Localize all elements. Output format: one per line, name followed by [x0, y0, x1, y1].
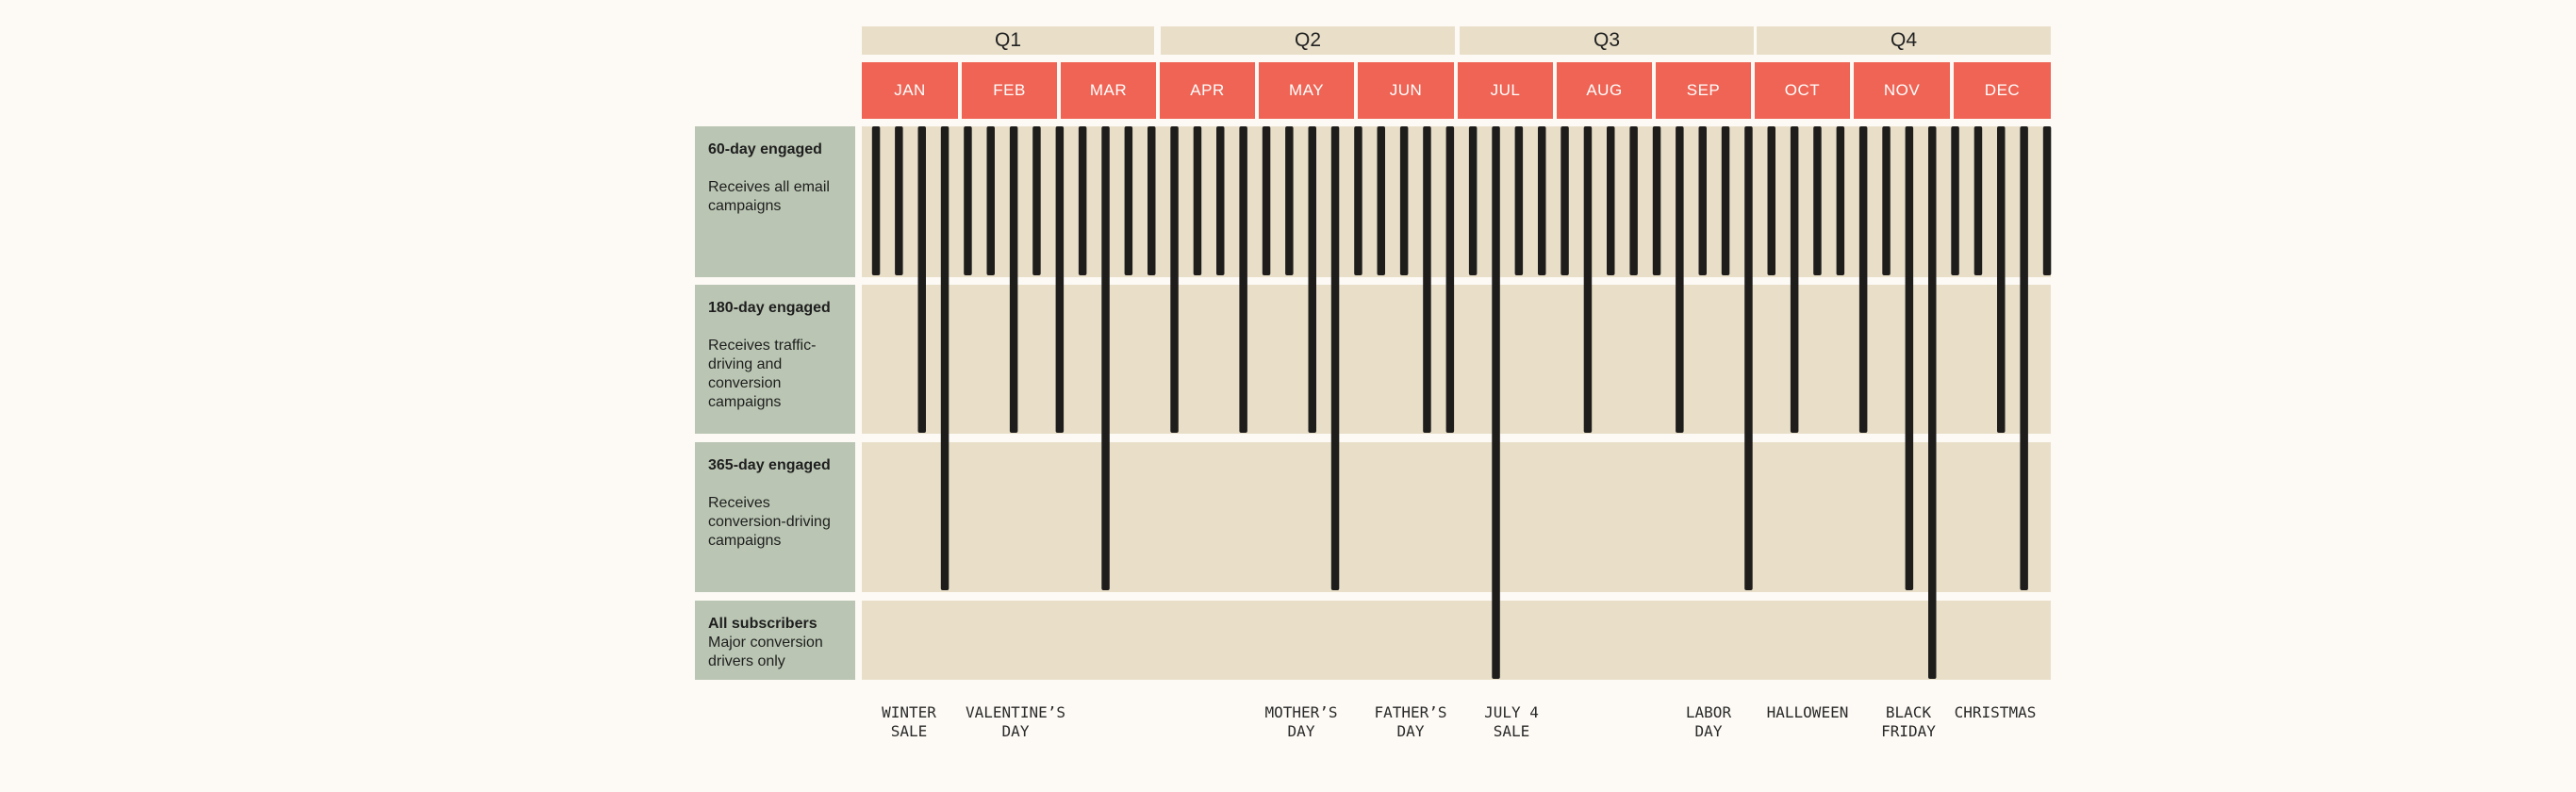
campaign-bar: [871, 126, 881, 275]
campaign-bar: [1583, 126, 1593, 433]
campaign-bar: [1882, 126, 1891, 275]
campaign-bar: [1721, 126, 1730, 275]
campaign-bar: [1170, 126, 1179, 433]
campaign-bar: [1492, 126, 1500, 679]
campaign-bar: [1698, 126, 1707, 275]
quarter-header-q2: Q2: [1161, 26, 1455, 55]
segment-title: 180-day engaged: [708, 300, 831, 316]
campaign-bar: [1308, 126, 1316, 433]
campaign-bar: [1330, 126, 1340, 590]
campaign-bar: [1032, 126, 1041, 275]
campaign-bar: [1951, 126, 1959, 275]
month-header-jan: JAN: [862, 62, 958, 119]
campaign-bar: [1285, 126, 1294, 275]
campaign-bar: [1423, 126, 1431, 433]
campaign-bar: [1607, 126, 1615, 275]
holiday-label-valentines-day: VALENTINE’S DAY: [966, 703, 1065, 740]
campaign-bar: [1560, 126, 1569, 275]
quarter-header-q3: Q3: [1460, 26, 1754, 55]
campaign-bar: [2020, 126, 2028, 590]
segment-description: Major conversion drivers only: [708, 635, 823, 669]
campaign-bar: [1858, 126, 1868, 433]
campaign-bar: [1928, 126, 1937, 679]
campaign-bar: [1055, 126, 1065, 433]
holiday-label-labor-day: LABOR DAY: [1685, 703, 1732, 740]
campaign-bar: [1101, 126, 1110, 590]
quarter-header-q4: Q4: [1757, 26, 2051, 55]
month-header-feb: FEB: [962, 62, 1057, 119]
holiday-label-july-4-sale: JULY 4 SALE: [1484, 703, 1539, 740]
segment-title: 60-day engaged: [708, 141, 822, 157]
segment-description: Receives traffic-driving and conversion …: [708, 338, 817, 410]
campaign-bar: [1078, 126, 1087, 275]
segment-description: Receives conversion-driving campaigns: [708, 495, 831, 549]
campaign-bar: [895, 126, 903, 275]
campaign-bar: [1124, 126, 1133, 275]
month-header-mar: MAR: [1061, 62, 1156, 119]
month-header-apr: APR: [1160, 62, 1255, 119]
month-header-dec: DEC: [1954, 62, 2051, 119]
campaign-bar: [1973, 126, 1983, 275]
segment-band-365-day: [862, 442, 2051, 592]
campaign-bar: [1354, 126, 1362, 275]
holiday-label-fathers-day: FATHER’S DAY: [1374, 703, 1447, 740]
campaign-bar: [986, 126, 995, 275]
campaign-bar: [1790, 126, 1799, 433]
holiday-label-christmas: CHRISTMAS: [1954, 703, 2037, 721]
campaign-bar: [1514, 126, 1524, 275]
month-header-nov: NOV: [1854, 62, 1950, 119]
campaign-bar: [1813, 126, 1822, 275]
holiday-label-mothers-day: MOTHER’S DAY: [1264, 703, 1338, 740]
month-header-jul: JUL: [1458, 62, 1553, 119]
campaign-bar: [1652, 126, 1661, 275]
quarter-header-q1: Q1: [862, 26, 1154, 55]
campaign-bar: [1148, 126, 1156, 275]
segment-description: Receives all email campaigns: [708, 179, 830, 214]
holiday-label-halloween: HALLOWEEN: [1766, 703, 1849, 721]
campaign-bar: [1767, 126, 1775, 275]
month-header-oct: OCT: [1755, 62, 1850, 119]
campaign-bar: [1239, 126, 1247, 433]
month-header-jun: JUN: [1358, 62, 1454, 119]
campaign-bar: [917, 126, 926, 433]
campaign-bar: [1836, 126, 1845, 275]
segment-label-all-subscribers: All subscribers Major conversion drivers…: [695, 601, 855, 680]
month-header-may: MAY: [1259, 62, 1354, 119]
campaign-bar: [1216, 126, 1225, 275]
holiday-label-winter-sale: WINTER SALE: [882, 703, 936, 740]
campaign-bar: [1377, 126, 1385, 275]
month-header-sep: SEP: [1656, 62, 1751, 119]
campaign-bar: [1445, 126, 1455, 433]
campaign-bar: [1009, 126, 1018, 433]
holiday-label-black-friday: BLACK FRIDAY: [1881, 703, 1936, 740]
campaign-bar: [1399, 126, 1409, 275]
campaign-bar: [1676, 126, 1684, 433]
campaign-bar: [964, 126, 972, 275]
campaign-bar: [2042, 126, 2052, 275]
segment-band-all-subscribers: [862, 601, 2051, 680]
segment-title: All subscribers: [708, 616, 817, 632]
campaign-bar: [1905, 126, 1914, 590]
campaign-bar: [1629, 126, 1638, 275]
segment-title: 365-day engaged: [708, 457, 831, 473]
segment-label-365-day: 365-day engaged Receives conversion-driv…: [695, 442, 855, 592]
campaign-bar: [1193, 126, 1202, 275]
campaign-bar: [940, 126, 949, 590]
month-header-aug: AUG: [1557, 62, 1652, 119]
segment-label-60-day: 60-day engaged Receives all email campai…: [695, 126, 855, 277]
segment-label-180-day: 180-day engaged Receives traffic-driving…: [695, 285, 855, 434]
campaign-bar: [1538, 126, 1546, 275]
campaign-bar: [1997, 126, 2006, 433]
campaign-bar: [1262, 126, 1271, 275]
campaign-bar: [1468, 126, 1478, 275]
campaign-bar: [1744, 126, 1753, 590]
